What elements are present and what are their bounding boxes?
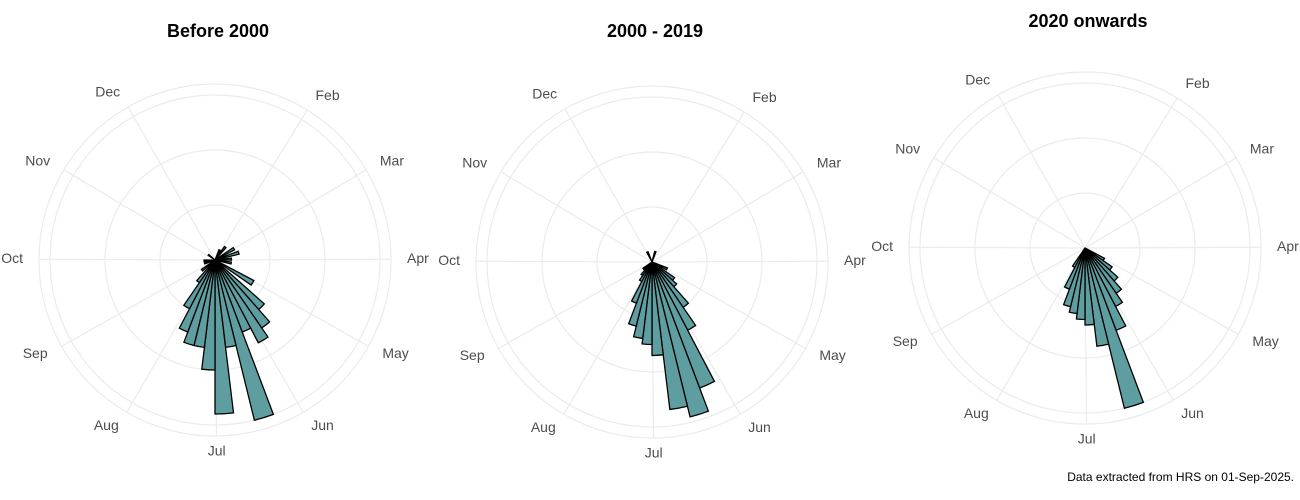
bar bbox=[214, 259, 269, 344]
x-tick-label: Dec bbox=[532, 86, 557, 102]
grid-circle bbox=[919, 82, 1251, 414]
panel-border bbox=[475, 85, 829, 439]
panel-border bbox=[38, 83, 392, 437]
grid-spoke bbox=[651, 111, 745, 263]
grid-spoke bbox=[38, 258, 216, 261]
x-tick-label: Aug bbox=[94, 417, 119, 433]
bar bbox=[200, 259, 216, 272]
x-tick-label: Sep bbox=[893, 333, 918, 349]
grid-spoke bbox=[63, 169, 216, 261]
bar bbox=[214, 259, 235, 415]
bar bbox=[214, 259, 233, 265]
x-tick-label: Apr bbox=[1277, 238, 1299, 254]
grid-spoke bbox=[214, 109, 308, 261]
x-tick-label: Feb bbox=[1185, 75, 1209, 91]
x-tick-label: Oct bbox=[1, 250, 23, 266]
polar-chart: 2020 onwards Feb Mar Apr May Jun Jul Aug Sep Oct N… bbox=[871, 11, 1299, 447]
grid-spoke bbox=[1084, 246, 1262, 249]
grid-spoke bbox=[500, 171, 653, 263]
x-tick-label: Jun bbox=[748, 419, 771, 435]
bar bbox=[214, 257, 233, 261]
x-tick-label: Aug bbox=[964, 405, 989, 421]
x-tick-label: Mar bbox=[817, 154, 841, 170]
polar-chart: 2000 - 2019 Feb Mar Apr May Jun Jul Aug Sep Oct No… bbox=[438, 21, 866, 461]
grid-spoke bbox=[1084, 97, 1178, 249]
x-tick-label: Sep bbox=[23, 345, 48, 361]
bar bbox=[214, 259, 275, 422]
x-tick-label: Oct bbox=[871, 238, 893, 254]
x-tick-label: Jul bbox=[645, 445, 663, 461]
bar bbox=[651, 261, 710, 418]
x-tick-label: Dec bbox=[965, 72, 990, 88]
x-tick-label: Jul bbox=[1078, 431, 1096, 447]
x-tick-label: Jun bbox=[1181, 405, 1204, 421]
x-tick-label: Mar bbox=[380, 152, 404, 168]
polar-chart: Before 2000 Feb Mar Apr May Jun Jul Aug Sep Oct No… bbox=[1, 21, 429, 459]
x-tick-label: Mar bbox=[1250, 140, 1274, 156]
panel-border bbox=[908, 71, 1262, 425]
x-tick-label: Feb bbox=[315, 87, 339, 103]
bar bbox=[214, 250, 240, 261]
grid-spoke bbox=[498, 261, 653, 349]
grid-spoke bbox=[908, 246, 1086, 249]
grid-spoke bbox=[475, 260, 653, 263]
x-tick-label: May bbox=[382, 345, 408, 361]
bar bbox=[203, 259, 216, 263]
grid-spoke bbox=[1084, 247, 1239, 335]
grid-spoke bbox=[563, 261, 653, 415]
grid-spoke bbox=[127, 106, 216, 261]
grid-spoke bbox=[1084, 157, 1237, 249]
x-tick-label: Nov bbox=[25, 152, 50, 168]
bar bbox=[651, 250, 657, 263]
x-tick-label: Nov bbox=[462, 154, 487, 170]
x-tick-label: Jul bbox=[208, 443, 226, 459]
caption: Data extracted from HRS on 01-Sep-2025. bbox=[1067, 470, 1294, 484]
x-tick-label: Oct bbox=[438, 252, 460, 268]
grid-spoke bbox=[651, 261, 806, 349]
x-tick-label: Apr bbox=[407, 250, 429, 266]
grid-spoke bbox=[214, 169, 367, 261]
chart-title: 2000 - 2019 bbox=[607, 21, 703, 41]
bar bbox=[1084, 247, 1110, 348]
x-tick-label: May bbox=[1252, 333, 1278, 349]
grid-spoke bbox=[651, 260, 829, 263]
bar bbox=[642, 261, 653, 271]
bar bbox=[214, 245, 227, 261]
chart-title: 2020 onwards bbox=[1028, 11, 1147, 31]
x-tick-label: Dec bbox=[95, 84, 120, 100]
x-tick-label: Jun bbox=[311, 417, 334, 433]
bar bbox=[1084, 247, 1095, 326]
bar bbox=[1071, 247, 1086, 269]
bar bbox=[651, 261, 664, 357]
grid-spoke bbox=[933, 157, 1086, 249]
x-tick-label: May bbox=[819, 347, 845, 363]
grid-circle bbox=[486, 96, 818, 428]
x-tick-label: Feb bbox=[752, 89, 776, 105]
grid-circle bbox=[49, 94, 381, 426]
x-tick-label: Sep bbox=[460, 347, 485, 363]
chart-title: Before 2000 bbox=[167, 21, 269, 41]
bar bbox=[651, 261, 689, 411]
bar bbox=[645, 250, 653, 263]
bar bbox=[640, 261, 653, 277]
grid-spoke bbox=[997, 94, 1086, 249]
grid-spoke bbox=[61, 259, 216, 347]
grid-spoke bbox=[931, 247, 1086, 335]
grid-spoke bbox=[564, 108, 653, 263]
bar bbox=[195, 259, 216, 284]
bar bbox=[214, 246, 236, 261]
x-tick-label: Nov bbox=[895, 140, 920, 156]
x-tick-label: Apr bbox=[844, 252, 866, 268]
grid-spoke bbox=[214, 258, 392, 261]
grid-spoke bbox=[996, 247, 1086, 401]
x-tick-label: Aug bbox=[531, 419, 556, 435]
bar bbox=[1084, 247, 1145, 410]
bar bbox=[214, 259, 255, 286]
bar bbox=[207, 253, 216, 261]
grid-spoke bbox=[651, 171, 804, 263]
